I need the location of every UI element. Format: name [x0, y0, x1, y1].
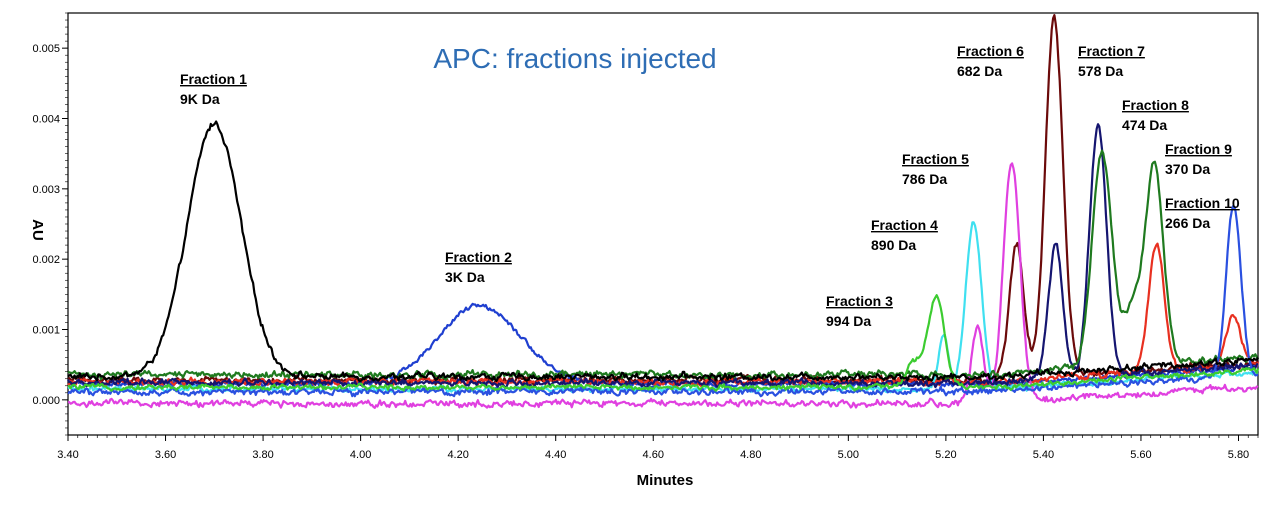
series-line-fraction-5 [67, 162, 1259, 409]
series-line-fraction-3 [67, 294, 1260, 392]
plot-area [67, 12, 1260, 436]
series-line-fraction-1 [67, 120, 1259, 383]
x-tick-label: 3.80 [252, 449, 273, 461]
x-tick-label: 5.40 [1033, 449, 1054, 461]
fraction-4-mw: 890 Da [871, 237, 916, 253]
fraction-9-mw: 370 Da [1165, 161, 1210, 177]
x-axis-label: Minutes [637, 472, 694, 489]
fraction-9-name: Fraction 9 [1165, 141, 1232, 157]
x-tick-label: 4.80 [740, 449, 761, 461]
fraction-labels: Fraction 1 9K Da Fraction 2 3K Da Fraction 3… [180, 43, 1240, 329]
x-tick-label: 4.00 [350, 449, 371, 461]
x-tick-label: 3.60 [155, 449, 176, 461]
x-axis: 3.40 3.60 3.80 4.00 4.20 4.40 4.60 4.80 5.00 5.20… [57, 435, 1259, 461]
fraction-5-name: Fraction 5 [902, 151, 969, 167]
fraction-1-mw: 9K Da [180, 91, 220, 107]
fraction-6-mw: 682 Da [957, 63, 1002, 79]
x-tick-label: 5.00 [838, 449, 859, 461]
fraction-6-name: Fraction 6 [957, 43, 1024, 59]
y-tick-label: 0.001 [32, 325, 60, 337]
y-tick-label: 0.003 [32, 184, 60, 196]
y-axis: 0.000 0.001 0.002 0.003 0.004 0.005 [32, 12, 68, 436]
fraction-7-mw: 578 Da [1078, 63, 1123, 79]
x-tick-label: 5.60 [1130, 449, 1151, 461]
fraction-10-name: Fraction 10 [1165, 195, 1240, 211]
trace-group [67, 14, 1260, 409]
fraction-7-name: Fraction 7 [1078, 43, 1145, 59]
fraction-8-mw: 474 Da [1122, 117, 1167, 133]
fraction-10-mw: 266 Da [1165, 215, 1210, 231]
fraction-2-name: Fraction 2 [445, 249, 512, 265]
x-tick-label: 3.40 [57, 449, 78, 461]
y-tick-label: 0.005 [32, 43, 60, 55]
x-tick-label: 4.40 [545, 449, 566, 461]
fraction-4-name: Fraction 4 [871, 217, 938, 233]
y-tick-label: 0.000 [32, 395, 60, 407]
fraction-5-mw: 786 Da [902, 171, 947, 187]
fraction-3-name: Fraction 3 [826, 293, 893, 309]
fraction-2-mw: 3K Da [445, 269, 485, 285]
x-tick-label: 5.80 [1228, 449, 1249, 461]
fraction-8-name: Fraction 8 [1122, 97, 1189, 113]
x-tick-label: 4.60 [643, 449, 664, 461]
x-tick-label: 4.20 [447, 449, 468, 461]
y-tick-label: 0.002 [32, 254, 60, 266]
y-tick-label: 0.004 [32, 114, 60, 126]
fraction-3-mw: 994 Da [826, 313, 871, 329]
chart-title: APC: fractions injected [433, 43, 716, 74]
x-tick-label: 5.20 [935, 449, 956, 461]
fraction-1-name: Fraction 1 [180, 71, 247, 87]
series-line-fraction-8 [67, 149, 1259, 382]
y-axis-label: AU [29, 219, 46, 241]
